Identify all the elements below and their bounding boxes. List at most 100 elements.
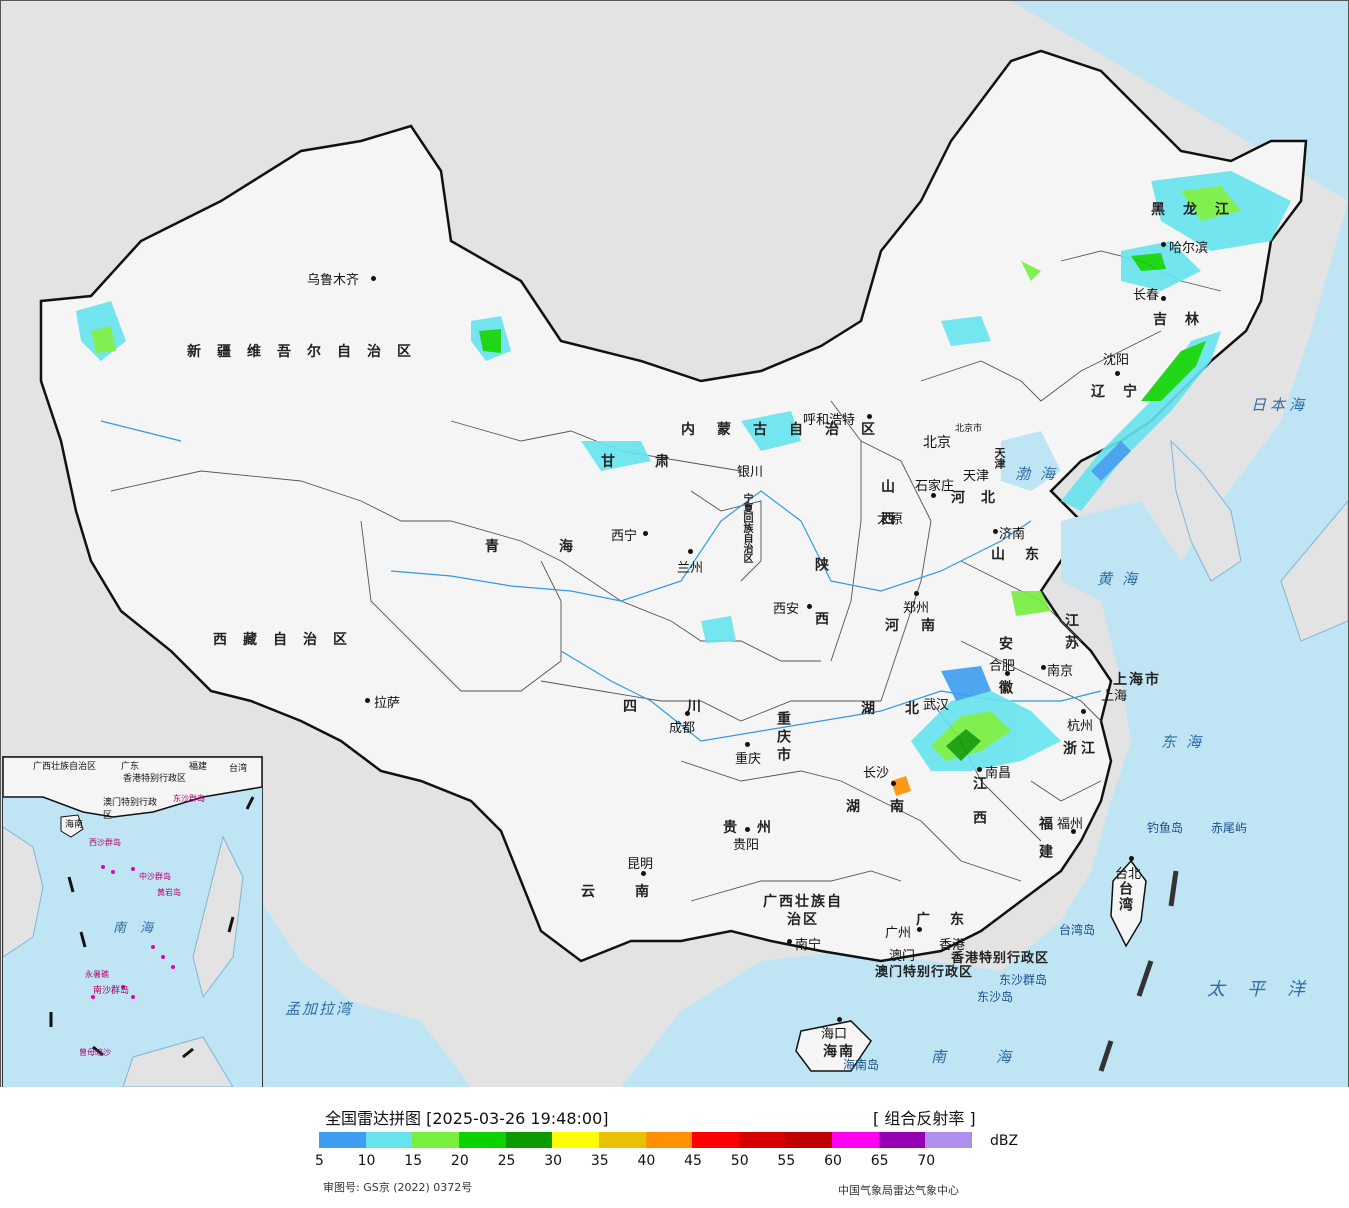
province-label-ningxia: 宁夏回族自治区 <box>741 493 752 563</box>
color-scale-tick: 40 <box>637 1153 656 1169</box>
city-hongkong: 香港 <box>939 938 966 953</box>
inset-label-guangdong: 广东 <box>121 762 140 772</box>
province-boundaries <box>110 250 1222 902</box>
color-scale-tick: 10 <box>357 1153 376 1169</box>
inset-islands <box>91 865 175 999</box>
inset-dashes <box>49 796 255 1059</box>
city-nanchang: 南昌 <box>985 766 1012 781</box>
island-diaoyudao: 钓鱼岛 <box>1147 821 1184 835</box>
bohai-sea <box>1001 431 1061 491</box>
province-label-anhui: 安徽 <box>997 636 1013 724</box>
province-label-hubei: 湖北 <box>861 701 949 717</box>
island-dongshadao: 东沙岛 <box>977 990 1014 1004</box>
inset-label-macau: 澳门特别行政区 <box>103 798 158 821</box>
city-jinan: 济南 <box>999 527 1026 542</box>
city-zhengzhou: 郑州 <box>903 601 930 616</box>
color-scale-tick: 50 <box>730 1153 749 1169</box>
inset-label-fujian: 福建 <box>189 762 208 772</box>
city-fuzhou: 福州 <box>1057 817 1084 832</box>
color-swatch <box>878 1132 926 1148</box>
province-label-xinjiang: 新疆维吾尔自治区 <box>187 344 427 360</box>
color-scale-tick: 15 <box>404 1153 423 1169</box>
inset-label-huangyan: 黄岩岛 <box>157 888 181 897</box>
city-taiyuan: 太原 <box>877 512 904 527</box>
rivers <box>100 420 1102 742</box>
color-scale-tick: 35 <box>590 1153 609 1169</box>
province-label-taiwan: 台湾 <box>1117 881 1133 913</box>
color-swatch <box>692 1132 740 1148</box>
city-guangzhou: 广州 <box>885 926 912 941</box>
inset-philippines <box>192 835 244 999</box>
city-wuhan: 武汉 <box>923 698 950 713</box>
inset-vietnam-coast <box>3 826 44 958</box>
sea-label-taipingyang: 太平洋 <box>1207 979 1327 1000</box>
city-dot-changsha <box>891 781 896 786</box>
city-shenyang: 沈阳 <box>1103 353 1130 368</box>
color-swatch <box>505 1132 553 1148</box>
city-hohhot: 呼和浩特 <box>803 413 856 428</box>
color-swatch <box>738 1132 786 1148</box>
city-beijing: 北京 <box>923 435 951 451</box>
province-label-heilongjiang: 黑龙江 <box>1151 202 1247 218</box>
city-hangzhou: 杭州 <box>1067 719 1094 734</box>
province-label-henan: 河南 <box>885 618 957 634</box>
color-swatch <box>458 1132 507 1148</box>
inset-label-nansha: 南沙群岛 <box>93 986 130 996</box>
color-scale-tick: 70 <box>917 1153 936 1169</box>
yellow-sea <box>1061 501 1181 601</box>
radar-map: 新疆维吾尔自治区 西藏自治区 青海 甘肃 内蒙古自治区 黑龙江 吉林 辽宁 河北… <box>0 0 1349 1088</box>
city-dot-harbin <box>1161 242 1166 247</box>
city-guiyang: 贵阳 <box>733 838 760 853</box>
inset-label-dongsha: 东沙群岛 <box>173 794 205 803</box>
province-label-xizang: 西藏自治区 <box>213 632 363 648</box>
hainan-island <box>795 1020 872 1072</box>
city-taipei: 台北 <box>1115 867 1142 882</box>
color-swatch <box>785 1132 833 1148</box>
boundary-dashes <box>1098 870 1179 1072</box>
china-map-svg <box>39 1 1348 1087</box>
color-swatch <box>552 1132 600 1148</box>
city-kunming: 昆明 <box>627 857 654 872</box>
province-label-tianjin: 天津 <box>993 447 1006 469</box>
island-dongshaqundao: 东沙群岛 <box>999 973 1048 987</box>
legend-title: 全国雷达拼图 [2025-03-26 19:48:00] <box>325 1109 609 1128</box>
province-label-guangxi: 广西壮族自治区 <box>763 894 843 928</box>
city-dot-chengdu <box>685 711 690 716</box>
city-shanghai: 上海 <box>1101 689 1128 704</box>
city-dot-xian <box>807 604 812 609</box>
city-chongqing: 重庆 <box>735 752 762 767</box>
legend-unit: dBZ <box>990 1133 1019 1149</box>
province-label-fujian: 福建 <box>1037 816 1053 872</box>
city-dot-hohhot <box>867 414 872 419</box>
province-label-zhejiang: 浙江 <box>1063 741 1099 757</box>
ocean <box>621 1 1348 1087</box>
city-dot-nanjing <box>1041 665 1046 670</box>
color-swatch <box>925 1132 973 1148</box>
city-dot-haikou <box>837 1017 842 1022</box>
sea-label-bohai: 渤海 <box>1015 465 1066 483</box>
color-scale-tick: 55 <box>777 1153 796 1169</box>
city-dot-lhasa <box>365 698 370 703</box>
city-changsha: 长沙 <box>863 766 890 781</box>
island-chiweiyu: 赤尾屿 <box>1211 821 1248 835</box>
color-swatch <box>319 1132 367 1148</box>
province-label-guangdong: 广东 <box>916 912 984 928</box>
island-taiwandao: 台湾岛 <box>1059 923 1096 937</box>
city-dot-taipei <box>1129 856 1134 861</box>
inset-label-zengmu: 曾母暗沙 <box>79 1048 111 1057</box>
city-dot-urumqi <box>371 276 376 281</box>
city-dot-guiyang <box>745 827 750 832</box>
city-hefei: 合肥 <box>989 659 1016 674</box>
city-dot-nanning <box>787 939 792 944</box>
ocean-west <box>181 881 471 1087</box>
province-label-hainan: 海南 <box>823 1044 855 1060</box>
color-scale-tick: 25 <box>497 1153 516 1169</box>
sea-label-nanhai: 南海 <box>931 1048 1062 1066</box>
sea-label-mengjialawan: 孟加拉湾 <box>285 1000 354 1018</box>
city-dot-hefei <box>1005 671 1010 676</box>
agency-name: 中国气象局雷达气象中心 <box>838 1184 959 1197</box>
province-label-macau: 澳门特别行政区 <box>875 965 974 980</box>
province-label-gansu: 甘肃 <box>601 454 709 470</box>
province-label-neimenggu: 内蒙古自治区 <box>681 422 897 438</box>
radar-echoes <box>76 171 1291 796</box>
